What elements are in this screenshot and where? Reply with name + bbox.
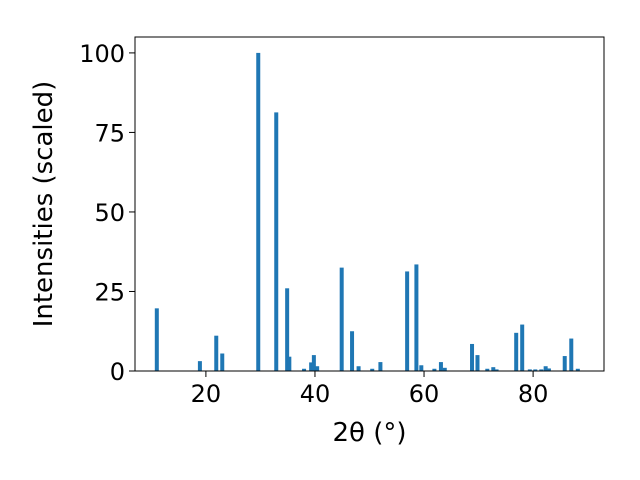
bar	[514, 332, 519, 371]
bar	[274, 112, 279, 371]
bar	[309, 362, 314, 371]
bar	[214, 335, 219, 371]
x-ticks: 20 40 60 80	[191, 371, 549, 408]
bar	[562, 356, 567, 371]
bar	[494, 369, 499, 371]
bar	[419, 365, 424, 371]
x-tick-label: 80	[518, 380, 549, 408]
x-axis-label: 2θ (°)	[332, 418, 406, 448]
bar	[569, 338, 574, 371]
y-tick-label: 0	[110, 358, 125, 386]
bar	[378, 362, 383, 371]
bar	[339, 267, 344, 371]
bar	[370, 368, 375, 371]
bar	[491, 367, 496, 371]
bar	[438, 362, 443, 371]
bar	[154, 308, 159, 371]
bar	[539, 369, 544, 371]
bar	[533, 369, 538, 371]
bar	[475, 355, 480, 371]
plot-background	[135, 37, 604, 371]
bar	[520, 324, 525, 371]
y-axis-label: Intensities (scaled)	[29, 81, 59, 328]
y-tick-label: 50	[94, 199, 125, 227]
bar	[485, 368, 490, 371]
y-tick-label: 100	[79, 40, 125, 68]
bar	[546, 368, 551, 371]
x-tick-label: 20	[191, 380, 222, 408]
bar	[414, 264, 419, 371]
bar	[285, 288, 290, 371]
bar	[470, 343, 475, 371]
bar	[350, 331, 355, 371]
bar	[575, 368, 580, 371]
bar	[220, 353, 225, 371]
y-tick-label: 25	[94, 278, 125, 306]
y-tick-label: 75	[94, 119, 125, 147]
bar	[356, 366, 361, 371]
x-tick-label: 60	[409, 380, 440, 408]
bar	[527, 369, 532, 371]
bar	[256, 52, 261, 372]
plot-frame	[134, 36, 605, 372]
bar	[543, 366, 548, 371]
bars-group	[154, 52, 580, 372]
y-ticks: 0 25 50 75 100	[79, 40, 135, 386]
bar	[287, 356, 292, 371]
bar	[405, 271, 410, 371]
bar	[311, 355, 316, 371]
bar	[432, 368, 437, 371]
bar	[442, 367, 447, 371]
bar	[197, 361, 202, 371]
bar	[302, 368, 307, 371]
bar	[315, 366, 320, 371]
x-tick-label: 40	[300, 380, 331, 408]
